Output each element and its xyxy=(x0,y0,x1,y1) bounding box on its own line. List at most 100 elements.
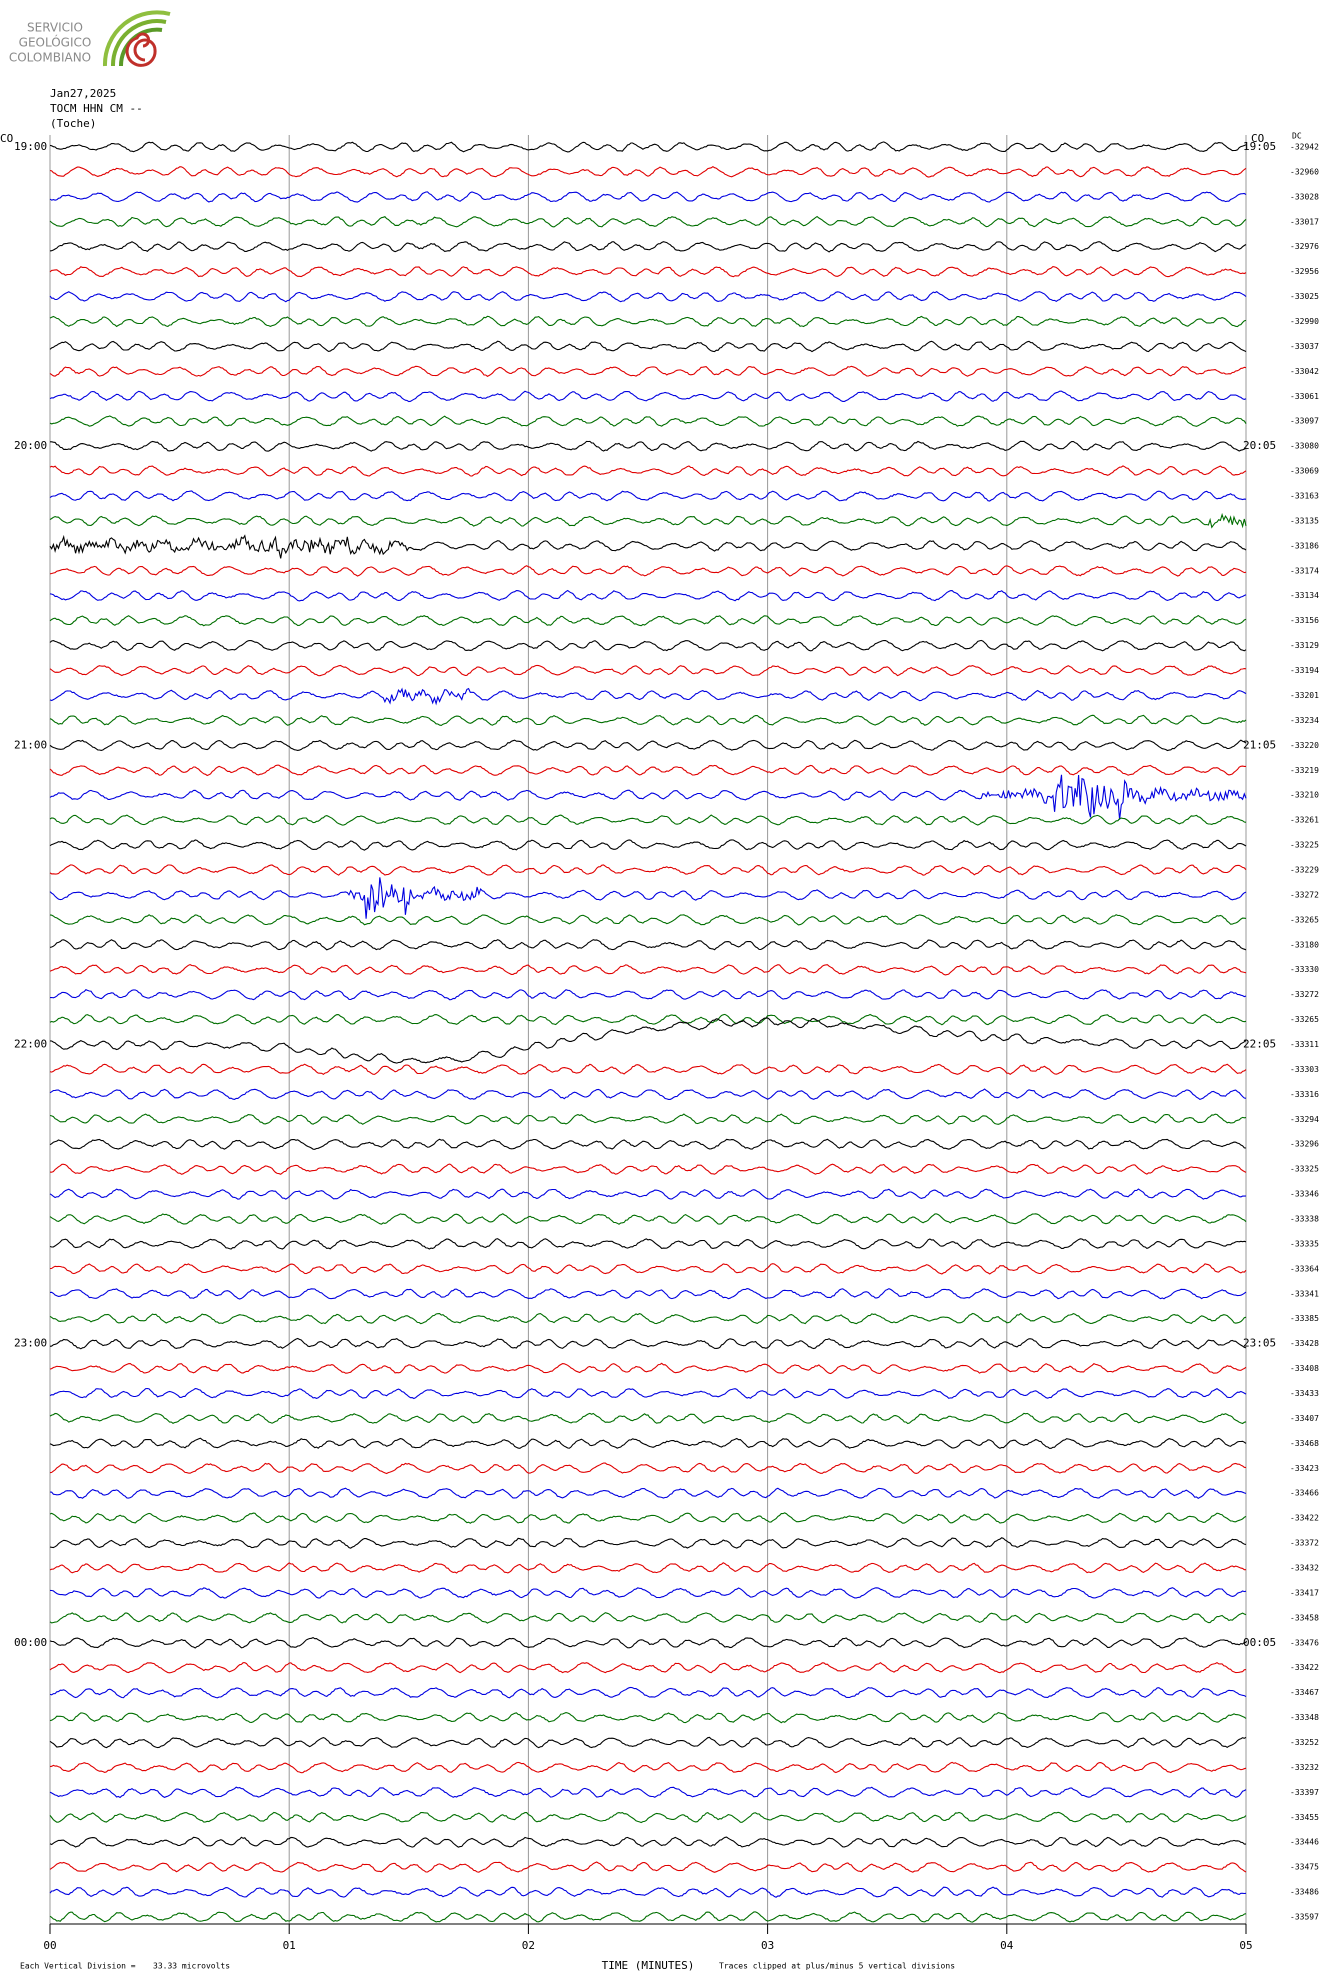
trace xyxy=(49,1188,1247,1200)
trace xyxy=(49,963,1247,976)
trace xyxy=(49,1786,1247,1799)
dc-offset: -33229 xyxy=(1290,865,1319,874)
dc-offset: -33338 xyxy=(1290,1214,1319,1223)
start-time: 00:00 xyxy=(14,1636,47,1649)
trace xyxy=(49,877,1247,919)
trace xyxy=(49,1487,1247,1499)
dc-offset: -33330 xyxy=(1290,965,1319,974)
dc-offset: -33422 xyxy=(1290,1663,1319,1672)
dc-offset: -33428 xyxy=(1290,1339,1319,1348)
dc-offset: -33372 xyxy=(1290,1539,1319,1548)
start-time: 21:00 xyxy=(14,738,47,751)
dc-offset: -33408 xyxy=(1290,1364,1319,1373)
dc-offset: -33219 xyxy=(1290,766,1319,775)
dc-offset: -33129 xyxy=(1290,641,1319,650)
trace xyxy=(49,739,1247,752)
trace xyxy=(49,1836,1246,1848)
trace xyxy=(49,1437,1247,1449)
dc-offset: -33163 xyxy=(1290,492,1319,501)
trace xyxy=(49,1587,1247,1599)
dc-offset: -33432 xyxy=(1290,1564,1319,1573)
trace xyxy=(49,1537,1247,1549)
dc-offset: -33475 xyxy=(1290,1863,1319,1872)
trace xyxy=(49,664,1247,677)
trace xyxy=(49,534,1247,559)
trace xyxy=(49,1362,1247,1375)
trace xyxy=(49,1686,1247,1699)
x-axis-title: TIME (MINUTES) xyxy=(602,1959,695,1972)
left-corner: CO xyxy=(0,132,13,145)
x-tick-label: 04 xyxy=(1000,1939,1014,1952)
trace xyxy=(49,415,1247,427)
trace xyxy=(49,565,1247,577)
trace xyxy=(49,1911,1247,1923)
x-tick-label: 02 xyxy=(522,1939,535,1952)
trace xyxy=(49,1163,1247,1175)
dc-offset: -33234 xyxy=(1290,716,1319,725)
end-time: 21:05 xyxy=(1243,738,1276,751)
dc-offset: -33407 xyxy=(1290,1414,1319,1423)
dc-offset: -33097 xyxy=(1290,417,1319,426)
trace xyxy=(49,1811,1247,1824)
x-tick-label: 00 xyxy=(43,1939,56,1952)
dc-offset: -32990 xyxy=(1290,317,1319,326)
trace xyxy=(49,1661,1247,1674)
x-tick-label: 05 xyxy=(1239,1939,1252,1952)
trace xyxy=(49,589,1247,602)
dc-offset: -33180 xyxy=(1290,940,1319,949)
trace xyxy=(50,440,1247,452)
dc-offset: -33348 xyxy=(1290,1713,1319,1722)
end-time: 22:05 xyxy=(1243,1037,1276,1050)
trace xyxy=(49,1736,1247,1749)
trace xyxy=(49,1017,1247,1064)
dc-offset: -33069 xyxy=(1290,467,1319,476)
clip-note: Traces clipped at plus/minus 5 vertical … xyxy=(719,1962,955,1971)
dc-offset: -33220 xyxy=(1290,741,1319,750)
scale-label: Each Vertical Division = xyxy=(20,1962,136,1971)
dc-offset: -33476 xyxy=(1290,1638,1319,1647)
dc-offset: -33397 xyxy=(1290,1788,1319,1797)
dc-offset: -33311 xyxy=(1290,1040,1319,1049)
trace xyxy=(49,774,1247,820)
trace xyxy=(49,1861,1247,1873)
trace xyxy=(49,1562,1246,1574)
logo-line: SERVICIO xyxy=(27,21,83,35)
trace xyxy=(49,465,1247,477)
dc-offset: -33225 xyxy=(1290,841,1319,850)
dc-offset: -33272 xyxy=(1290,890,1319,899)
dc-offset: -33201 xyxy=(1290,691,1319,700)
dc-offset: -33325 xyxy=(1290,1165,1319,1174)
trace xyxy=(49,1088,1247,1101)
trace xyxy=(49,1337,1247,1350)
dc-offset: -33265 xyxy=(1290,1015,1319,1024)
dc-offset: -33486 xyxy=(1290,1888,1319,1897)
dc-offset: -33417 xyxy=(1290,1588,1319,1597)
trace xyxy=(49,687,1247,706)
trace xyxy=(49,1213,1247,1225)
logo-line: GEOLÓGICO xyxy=(19,35,92,50)
trace xyxy=(49,714,1247,726)
start-time: 19:00 xyxy=(14,140,47,153)
trace xyxy=(49,1312,1247,1325)
trace xyxy=(49,1063,1247,1075)
dc-offset: -33156 xyxy=(1290,616,1319,625)
trace xyxy=(49,490,1247,502)
end-time: 19:05 xyxy=(1243,140,1276,153)
dc-offset: -33194 xyxy=(1290,666,1319,675)
scale-value: 33.33 microvolts xyxy=(153,1962,230,1971)
start-time: 23:00 xyxy=(14,1337,47,1350)
trace xyxy=(49,340,1247,353)
logo-line: COLOMBIANO xyxy=(9,51,91,65)
date: Jan27,2025 xyxy=(50,87,116,100)
dc-offset: -33261 xyxy=(1290,816,1319,825)
logo: SERVICIO GEOLÓGICO COLOMBIANO xyxy=(9,10,171,67)
trace xyxy=(49,989,1247,1001)
trace xyxy=(49,1412,1247,1425)
trace xyxy=(49,1138,1247,1150)
dc-offset: -33341 xyxy=(1290,1289,1319,1298)
trace xyxy=(49,1263,1247,1275)
trace xyxy=(49,1462,1247,1475)
trace xyxy=(49,939,1247,951)
dc-offset: -33017 xyxy=(1290,217,1319,226)
trace xyxy=(49,1886,1247,1898)
